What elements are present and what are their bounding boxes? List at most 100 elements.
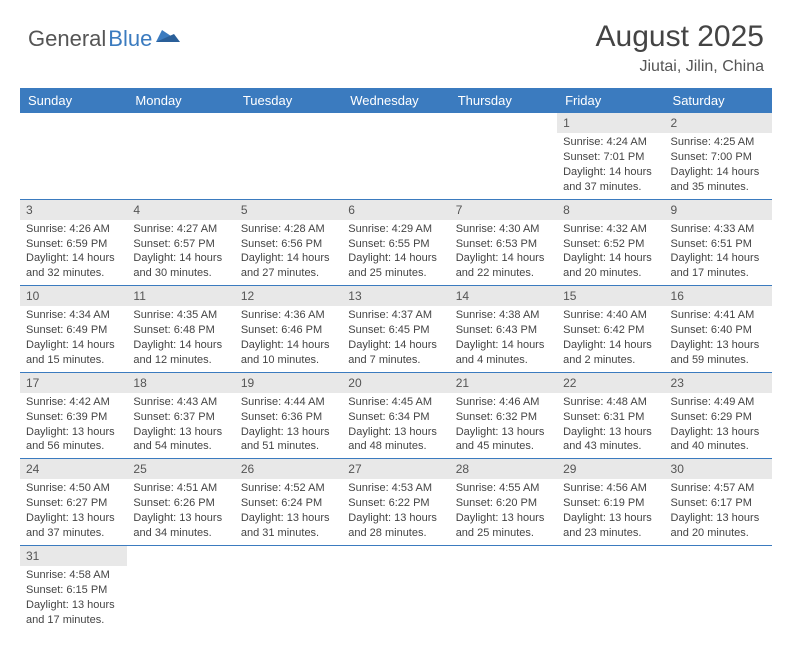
- daylight-text: Daylight: 13 hours and 56 minutes.: [26, 425, 121, 455]
- sunrise-text: Sunrise: 4:25 AM: [671, 135, 766, 150]
- day-body: Sunrise: 4:53 AMSunset: 6:22 PMDaylight:…: [342, 479, 449, 544]
- sunset-text: Sunset: 6:52 PM: [563, 237, 658, 252]
- day-number: 21: [450, 373, 557, 393]
- day-number: 28: [450, 459, 557, 479]
- sunset-text: Sunset: 6:19 PM: [563, 496, 658, 511]
- sunset-text: Sunset: 6:37 PM: [133, 410, 228, 425]
- sunset-text: Sunset: 6:43 PM: [456, 323, 551, 338]
- sunrise-text: Sunrise: 4:44 AM: [241, 395, 336, 410]
- daylight-text: Daylight: 14 hours and 7 minutes.: [348, 338, 443, 368]
- daylight-text: Daylight: 14 hours and 4 minutes.: [456, 338, 551, 368]
- sunset-text: Sunset: 6:57 PM: [133, 237, 228, 252]
- sunrise-text: Sunrise: 4:36 AM: [241, 308, 336, 323]
- sunset-text: Sunset: 7:00 PM: [671, 150, 766, 165]
- day-number: 3: [20, 200, 127, 220]
- calendar-cell: [127, 545, 234, 631]
- daylight-text: Daylight: 14 hours and 2 minutes.: [563, 338, 658, 368]
- day-body: Sunrise: 4:28 AMSunset: 6:56 PMDaylight:…: [235, 220, 342, 285]
- daylight-text: Daylight: 13 hours and 20 minutes.: [671, 511, 766, 541]
- sunrise-text: Sunrise: 4:53 AM: [348, 481, 443, 496]
- calendar-cell: 15Sunrise: 4:40 AMSunset: 6:42 PMDayligh…: [557, 286, 664, 373]
- calendar-cell: 22Sunrise: 4:48 AMSunset: 6:31 PMDayligh…: [557, 372, 664, 459]
- day-number: 1: [557, 113, 664, 133]
- weekday-thursday: Thursday: [450, 88, 557, 113]
- daylight-text: Daylight: 13 hours and 17 minutes.: [26, 598, 121, 628]
- sunrise-text: Sunrise: 4:30 AM: [456, 222, 551, 237]
- sunset-text: Sunset: 6:36 PM: [241, 410, 336, 425]
- day-body: Sunrise: 4:49 AMSunset: 6:29 PMDaylight:…: [665, 393, 772, 458]
- calendar-cell: 5Sunrise: 4:28 AMSunset: 6:56 PMDaylight…: [235, 199, 342, 286]
- daylight-text: Daylight: 14 hours and 35 minutes.: [671, 165, 766, 195]
- day-body: Sunrise: 4:55 AMSunset: 6:20 PMDaylight:…: [450, 479, 557, 544]
- calendar-cell: 21Sunrise: 4:46 AMSunset: 6:32 PMDayligh…: [450, 372, 557, 459]
- calendar-cell: 4Sunrise: 4:27 AMSunset: 6:57 PMDaylight…: [127, 199, 234, 286]
- day-number: 27: [342, 459, 449, 479]
- sunset-text: Sunset: 6:55 PM: [348, 237, 443, 252]
- weekday-friday: Friday: [557, 88, 664, 113]
- day-body: Sunrise: 4:29 AMSunset: 6:55 PMDaylight:…: [342, 220, 449, 285]
- day-number: 14: [450, 286, 557, 306]
- calendar-cell: 17Sunrise: 4:42 AMSunset: 6:39 PMDayligh…: [20, 372, 127, 459]
- day-body: Sunrise: 4:38 AMSunset: 6:43 PMDaylight:…: [450, 306, 557, 371]
- daylight-text: Daylight: 13 hours and 28 minutes.: [348, 511, 443, 541]
- sunrise-text: Sunrise: 4:35 AM: [133, 308, 228, 323]
- daylight-text: Daylight: 13 hours and 54 minutes.: [133, 425, 228, 455]
- day-number: 2: [665, 113, 772, 133]
- sunrise-text: Sunrise: 4:51 AM: [133, 481, 228, 496]
- sunrise-text: Sunrise: 4:41 AM: [671, 308, 766, 323]
- sunrise-text: Sunrise: 4:38 AM: [456, 308, 551, 323]
- day-body: Sunrise: 4:26 AMSunset: 6:59 PMDaylight:…: [20, 220, 127, 285]
- calendar-week-row: 24Sunrise: 4:50 AMSunset: 6:27 PMDayligh…: [20, 459, 772, 546]
- day-number: 11: [127, 286, 234, 306]
- day-body: Sunrise: 4:52 AMSunset: 6:24 PMDaylight:…: [235, 479, 342, 544]
- calendar-cell: 11Sunrise: 4:35 AMSunset: 6:48 PMDayligh…: [127, 286, 234, 373]
- sunrise-text: Sunrise: 4:40 AM: [563, 308, 658, 323]
- daylight-text: Daylight: 14 hours and 25 minutes.: [348, 251, 443, 281]
- day-body: Sunrise: 4:45 AMSunset: 6:34 PMDaylight:…: [342, 393, 449, 458]
- sunset-text: Sunset: 6:53 PM: [456, 237, 551, 252]
- sunrise-text: Sunrise: 4:33 AM: [671, 222, 766, 237]
- sunrise-text: Sunrise: 4:26 AM: [26, 222, 121, 237]
- sunset-text: Sunset: 7:01 PM: [563, 150, 658, 165]
- calendar-cell: 27Sunrise: 4:53 AMSunset: 6:22 PMDayligh…: [342, 459, 449, 546]
- calendar-cell: 9Sunrise: 4:33 AMSunset: 6:51 PMDaylight…: [665, 199, 772, 286]
- calendar-cell: [342, 545, 449, 631]
- calendar-week-row: 3Sunrise: 4:26 AMSunset: 6:59 PMDaylight…: [20, 199, 772, 286]
- day-body: Sunrise: 4:36 AMSunset: 6:46 PMDaylight:…: [235, 306, 342, 371]
- sunrise-text: Sunrise: 4:24 AM: [563, 135, 658, 150]
- sunset-text: Sunset: 6:20 PM: [456, 496, 551, 511]
- daylight-text: Daylight: 13 hours and 25 minutes.: [456, 511, 551, 541]
- sunset-text: Sunset: 6:59 PM: [26, 237, 121, 252]
- calendar-cell: [450, 545, 557, 631]
- day-number: 16: [665, 286, 772, 306]
- weekday-monday: Monday: [127, 88, 234, 113]
- day-number: 12: [235, 286, 342, 306]
- daylight-text: Daylight: 13 hours and 23 minutes.: [563, 511, 658, 541]
- logo: General Blue: [28, 20, 180, 52]
- day-number: 31: [20, 546, 127, 566]
- calendar-cell: 12Sunrise: 4:36 AMSunset: 6:46 PMDayligh…: [235, 286, 342, 373]
- weekday-header-row: Sunday Monday Tuesday Wednesday Thursday…: [20, 88, 772, 113]
- day-body: Sunrise: 4:44 AMSunset: 6:36 PMDaylight:…: [235, 393, 342, 458]
- sunset-text: Sunset: 6:29 PM: [671, 410, 766, 425]
- daylight-text: Daylight: 14 hours and 30 minutes.: [133, 251, 228, 281]
- calendar-cell: [342, 113, 449, 199]
- sunrise-text: Sunrise: 4:57 AM: [671, 481, 766, 496]
- calendar-week-row: 1Sunrise: 4:24 AMSunset: 7:01 PMDaylight…: [20, 113, 772, 199]
- calendar-cell: 19Sunrise: 4:44 AMSunset: 6:36 PMDayligh…: [235, 372, 342, 459]
- day-number: 4: [127, 200, 234, 220]
- logo-text-general: General: [28, 26, 106, 52]
- sunset-text: Sunset: 6:39 PM: [26, 410, 121, 425]
- daylight-text: Daylight: 14 hours and 17 minutes.: [671, 251, 766, 281]
- day-body: Sunrise: 4:40 AMSunset: 6:42 PMDaylight:…: [557, 306, 664, 371]
- sunset-text: Sunset: 6:56 PM: [241, 237, 336, 252]
- weekday-tuesday: Tuesday: [235, 88, 342, 113]
- day-number: 23: [665, 373, 772, 393]
- weekday-wednesday: Wednesday: [342, 88, 449, 113]
- sunrise-text: Sunrise: 4:52 AM: [241, 481, 336, 496]
- daylight-text: Daylight: 13 hours and 37 minutes.: [26, 511, 121, 541]
- day-body: Sunrise: 4:24 AMSunset: 7:01 PMDaylight:…: [557, 133, 664, 198]
- sunset-text: Sunset: 6:48 PM: [133, 323, 228, 338]
- sunset-text: Sunset: 6:49 PM: [26, 323, 121, 338]
- calendar-cell: 31Sunrise: 4:58 AMSunset: 6:15 PMDayligh…: [20, 545, 127, 631]
